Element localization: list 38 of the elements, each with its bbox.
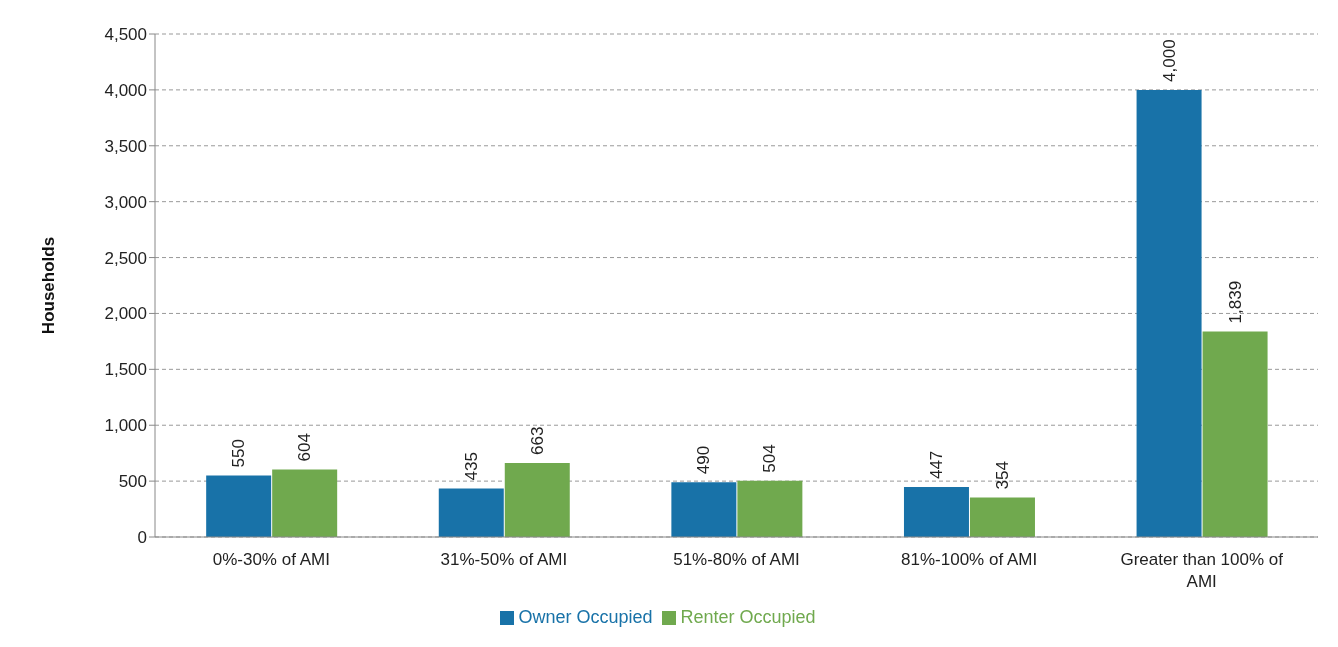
- y-tick-label: 3,500: [104, 136, 147, 156]
- bar: [903, 487, 969, 537]
- data-label: 504: [760, 444, 780, 473]
- y-axis-title: Households: [39, 236, 59, 335]
- bar: [671, 482, 737, 537]
- data-label: 604: [295, 433, 315, 462]
- y-tick-label: 1,500: [104, 360, 147, 380]
- legend-label: Owner Occupied: [518, 607, 653, 627]
- bar: [969, 497, 1035, 537]
- data-label: 550: [229, 439, 249, 468]
- x-tick-label: 31%-50% of AMI: [440, 550, 568, 569]
- x-tick-label: 51%-80% of AMI: [673, 550, 800, 569]
- bar: [1202, 331, 1268, 537]
- y-tick-label: 2,500: [104, 248, 147, 268]
- bar: [438, 488, 504, 537]
- data-label: 490: [694, 445, 714, 475]
- y-tick-label: 4,000: [104, 80, 147, 100]
- data-label: 4,000: [1159, 39, 1179, 82]
- y-tick-label: 2,000: [104, 304, 147, 324]
- x-tick-label: 81%-100% of AMI: [901, 550, 1038, 569]
- data-label: 354: [992, 461, 1012, 490]
- y-tick-label: 3,000: [104, 192, 147, 212]
- y-tick-label: 4,500: [104, 25, 147, 45]
- x-tick-label: 0%-30% of AMI: [212, 550, 330, 569]
- y-tick-label: 0: [137, 528, 147, 548]
- legend-label: Renter Occupied: [680, 607, 816, 627]
- data-label: 447: [926, 450, 946, 480]
- data-label: 435: [461, 452, 481, 481]
- data-label: 1,839: [1225, 280, 1245, 324]
- bar: [206, 475, 272, 537]
- bar: [737, 480, 803, 537]
- bar: [504, 462, 570, 537]
- y-tick-label: 500: [118, 472, 147, 492]
- bar: [272, 469, 338, 537]
- y-tick-label: 1,000: [104, 416, 147, 436]
- x-tick-label: Greater than 100% of AMI: [1120, 550, 1284, 591]
- data-label: 663: [527, 426, 547, 455]
- bar: [1136, 89, 1202, 537]
